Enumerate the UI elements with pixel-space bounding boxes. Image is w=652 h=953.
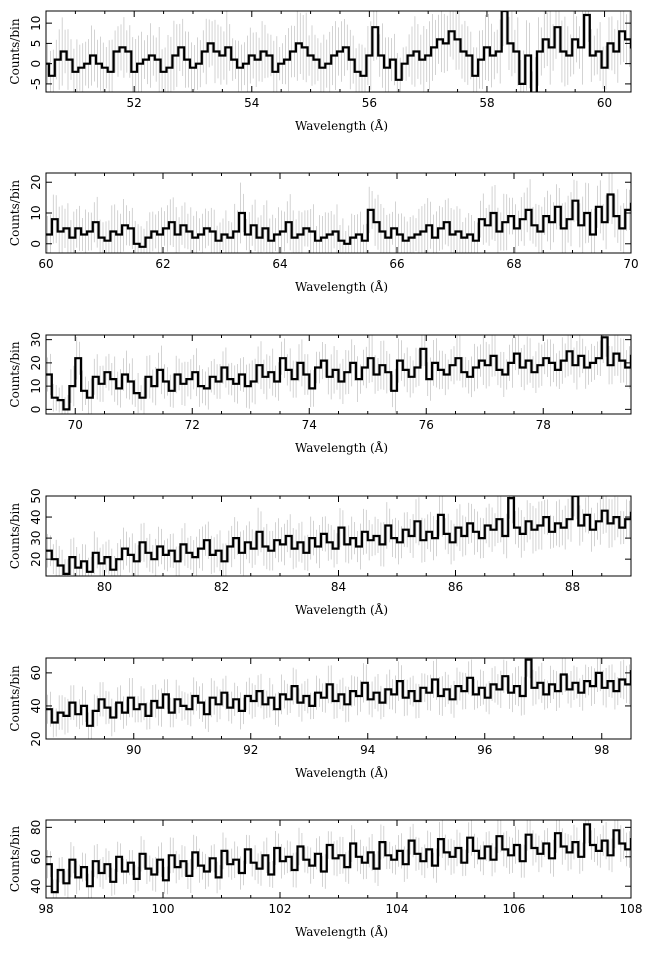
x-axis-title: Wavelength (Å) — [295, 765, 388, 780]
x-tick-label: 54 — [244, 96, 259, 110]
y-tick-label: 0 — [29, 406, 43, 414]
y-tick-label: 20 — [29, 175, 43, 190]
spectrum-series-line — [46, 193, 631, 248]
y-tick-label: 20 — [29, 355, 43, 370]
data-layer — [46, 173, 631, 253]
y-tick-label: 5 — [29, 40, 43, 48]
x-tick-label: 90 — [126, 743, 141, 757]
data-layer — [46, 496, 631, 576]
y-axis-title: Counts/bin — [8, 341, 22, 407]
x-axis-title: Wavelength (Å) — [295, 279, 388, 294]
y-tick-label: 10 — [29, 205, 43, 220]
data-layer — [46, 11, 631, 92]
plot-frame — [45, 10, 632, 93]
x-tick-label: 58 — [479, 96, 494, 110]
x-tick-label: 106 — [503, 902, 526, 916]
chart-panel-1: 52 54 56 58 60 -5 0 5 10 Wavelength (Å) Counts/bin — [8, 10, 632, 133]
chart-panel-6: 98 100 102 104 106 108 40 60 80 Wavelength (Å) Cou… — [8, 819, 643, 939]
x-tick-label: 62 — [155, 257, 170, 271]
x-tick-label: 66 — [389, 257, 404, 271]
x-tick-label: 84 — [331, 580, 346, 594]
x-tick-label: 104 — [386, 902, 409, 916]
spectrum-series-line — [46, 823, 631, 894]
x-tick-label: 60 — [597, 96, 612, 110]
x-tick-label: 70 — [623, 257, 638, 271]
y-tick-label: 10 — [29, 16, 43, 31]
x-tick-label: 70 — [68, 418, 83, 432]
x-tick-label: 96 — [477, 743, 492, 757]
x-axis-title: Wavelength (Å) — [295, 602, 388, 617]
x-tick-label: 52 — [127, 96, 142, 110]
x-tick-label: 82 — [214, 580, 229, 594]
y-tick-label: 40 — [29, 879, 43, 894]
y-axis-title: Counts/bin — [8, 826, 22, 892]
chart-panel-5: 90 92 94 96 98 20 40 60 Wavelength (Å) Counts/bin — [8, 657, 632, 780]
x-tick-label: 60 — [38, 257, 53, 271]
y-tick-label: 40 — [29, 698, 43, 713]
spectrum-series-line — [46, 11, 631, 92]
x-tick-label: 56 — [362, 96, 377, 110]
x-tick-label: 98 — [38, 902, 53, 916]
data-layer — [46, 335, 631, 414]
y-tick-label: 60 — [29, 849, 43, 864]
y-tick-label: 60 — [29, 665, 43, 680]
x-tick-label: 76 — [419, 418, 434, 432]
chart-panel-4: 80 82 84 86 88 20 30 40 50 Wavelength (Å) Counts/b… — [8, 488, 632, 617]
x-axis-title: Wavelength (Å) — [295, 118, 388, 133]
chart-panel-3: 70 72 74 76 78 0 10 20 30 Wavelength (Å) Counts/bi… — [8, 332, 632, 455]
y-axis-title: Counts/bin — [8, 18, 22, 84]
x-tick-label: 100 — [152, 902, 175, 916]
y-tick-label: 10 — [29, 378, 43, 393]
y-tick-label: 0 — [29, 240, 43, 248]
y-tick-label: 50 — [29, 488, 43, 503]
y-tick-label: 20 — [29, 552, 43, 567]
x-tick-label: 80 — [97, 580, 112, 594]
x-tick-label: 92 — [243, 743, 258, 757]
y-tick-label: -5 — [29, 78, 43, 90]
y-tick-label: 20 — [29, 731, 43, 746]
spectrum-series-line — [46, 496, 631, 575]
x-tick-label: 78 — [536, 418, 551, 432]
y-tick-label: 40 — [29, 509, 43, 524]
x-tick-label: 108 — [620, 902, 643, 916]
x-tick-label: 86 — [448, 580, 463, 594]
x-tick-label: 64 — [272, 257, 287, 271]
x-axis-title: Wavelength (Å) — [295, 440, 388, 455]
y-axis-title: Counts/bin — [8, 180, 22, 246]
y-axis-title: Counts/bin — [8, 503, 22, 569]
y-tick-label: 80 — [29, 820, 43, 835]
y-tick-label: 30 — [29, 530, 43, 545]
y-axis-title: Counts/bin — [8, 665, 22, 731]
data-layer — [46, 820, 631, 898]
data-layer — [46, 658, 631, 739]
spectrum-series-line — [46, 658, 631, 727]
x-axis-title: Wavelength (Å) — [295, 924, 388, 939]
x-tick-label: 98 — [594, 743, 609, 757]
chart-panel-2: 60 62 64 66 68 70 0 10 20 Wavelength (Å) Counts/bi… — [8, 172, 639, 294]
x-tick-label: 88 — [565, 580, 580, 594]
x-tick-label: 72 — [185, 418, 200, 432]
y-tick-label: 30 — [29, 332, 43, 347]
x-tick-label: 74 — [302, 418, 317, 432]
spectrum-series-line — [46, 336, 631, 411]
x-tick-label: 102 — [269, 902, 292, 916]
x-tick-label: 68 — [506, 257, 521, 271]
x-tick-label: 94 — [360, 743, 375, 757]
y-tick-label: 0 — [29, 60, 43, 68]
